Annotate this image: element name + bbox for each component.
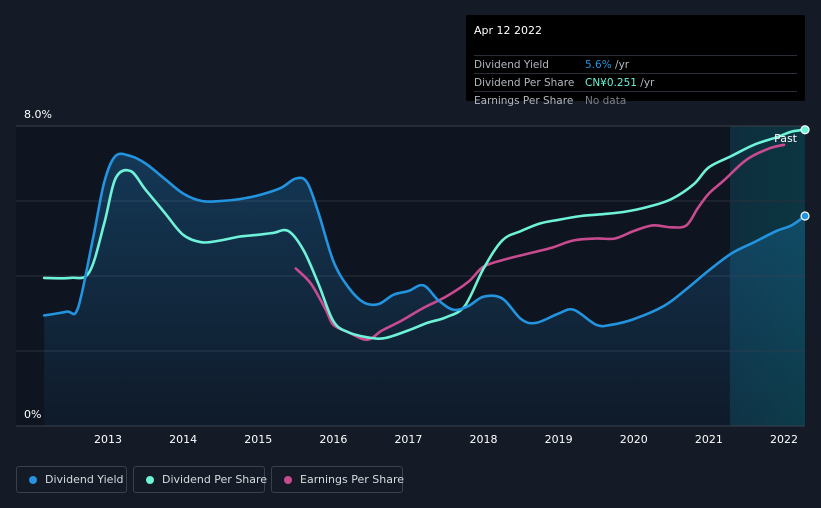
legend-item-dividend-yield[interactable]: Dividend Yield <box>16 466 127 493</box>
end-marker-dividend-per-share <box>800 125 810 135</box>
tooltip-label: Dividend Yield <box>474 59 549 71</box>
legend-item-earnings-per-share[interactable]: Earnings Per Share <box>271 466 405 493</box>
tooltip-label: Earnings Per Share <box>474 95 574 107</box>
past-label: Past <box>774 132 798 145</box>
x-tick-label: 2013 <box>94 433 122 446</box>
series-line-dividend-yield <box>42 152 807 328</box>
tooltip-label: Dividend Per Share <box>474 77 575 89</box>
tooltip-unit: /yr <box>636 77 655 89</box>
tooltip-row-dividend-yield: Dividend Yield 5.6% /yr <box>474 55 797 74</box>
series-line-dividend-per-share <box>42 128 807 340</box>
x-tick-label: 2022 <box>770 433 798 446</box>
tooltip-value-wrap: CN¥0.251 /yr <box>585 77 654 89</box>
legend-item-dividend-per-share[interactable]: Dividend Per Share <box>133 466 268 493</box>
tooltip-value: No data <box>585 95 627 107</box>
series-area-dividend-yield <box>44 153 805 427</box>
x-tick-label: 2015 <box>244 433 272 446</box>
tooltip-row-dividend-per-share: Dividend Per Share CN¥0.251 /yr <box>474 73 797 92</box>
x-tick-label: 2016 <box>319 433 347 446</box>
legend-dot-icon <box>29 476 37 484</box>
tooltip-unit: /yr <box>611 59 630 71</box>
legend-label: Earnings Per Share <box>300 473 405 486</box>
tooltip-row-earnings-per-share: Earnings Per Share No data <box>474 91 797 107</box>
y-tick-label: 0% <box>24 408 41 421</box>
end-marker-dividend-yield <box>800 211 810 221</box>
tooltip-date: Apr 12 2022 <box>474 24 543 37</box>
legend-label: Dividend Yield <box>45 473 124 486</box>
series-line-earnings-per-share <box>294 143 786 342</box>
tooltip-value-wrap: 5.6% /yr <box>585 59 629 71</box>
x-tick-label: 2014 <box>169 433 197 446</box>
x-tick-label: 2019 <box>545 433 573 446</box>
legend-dot-icon <box>284 476 292 484</box>
tooltip-panel: Apr 12 2022 Dividend Yield 5.6% /yr Divi… <box>466 15 805 107</box>
legend-label: Dividend Per Share <box>162 473 268 486</box>
x-tick-label: 2021 <box>695 433 723 446</box>
tooltip-value-wrap: No data <box>585 95 626 107</box>
x-tick-label: 2020 <box>620 433 648 446</box>
legend-dot-icon <box>146 476 154 484</box>
x-tick-label: 2017 <box>394 433 422 446</box>
tooltip-value: 5.6% <box>585 59 612 71</box>
x-tick-label: 2018 <box>470 433 498 446</box>
y-tick-label: 8.0% <box>24 108 52 121</box>
tooltip-value: CN¥0.251 <box>585 77 637 89</box>
